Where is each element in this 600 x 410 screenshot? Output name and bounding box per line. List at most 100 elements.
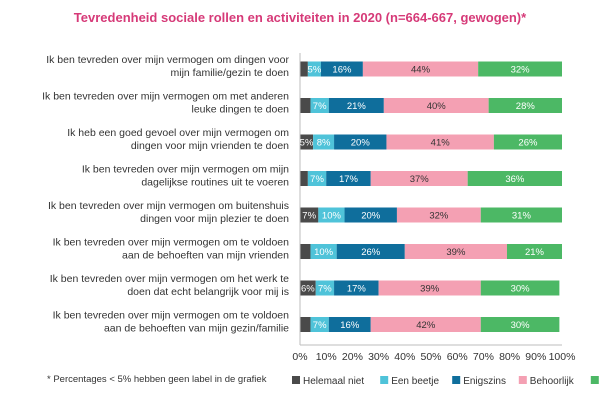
data-label: 32% [511,65,531,76]
bar-segment [344,207,397,223]
legend-swatch [590,376,599,384]
category-label: Ik ben tevreden over mijn vermogen om me… [42,91,289,116]
data-label: 26% [361,247,381,258]
data-label: 32% [429,211,449,222]
data-label: 31% [512,211,532,222]
data-label: 39% [446,247,466,258]
bar-segment [480,280,560,296]
data-label: 30% [511,284,531,295]
bar-segment [300,61,308,77]
data-label: 30% [511,320,531,331]
category-label-line: dingen voor mijn vrienden te doen [131,140,289,152]
category-label: Ik ben tevreden over mijn vermogen om te… [53,310,290,335]
data-label: 26% [518,138,538,149]
data-label: 10% [322,211,342,222]
bar-segment [300,317,311,332]
bar-segment [328,317,371,332]
bar-segment [404,244,507,259]
category-label-line: Ik ben tevreden over mijn vermogen om te… [53,237,290,249]
bar-segment [328,98,384,113]
category-label-line: aan de behoeften van mijn gezin/familie [104,323,289,335]
category-label: Ik heb een goed gevoel over mijn vermoge… [67,127,289,152]
bar-segment [334,280,379,296]
category-label-line: aan de behoeften van mijn vrienden [122,250,289,262]
bar-segment [506,244,562,259]
data-label: 7% [310,174,324,185]
bar-segment [300,98,311,113]
bar-segment [334,134,387,150]
bar-segment [370,317,481,332]
category-label-line: Ik ben tevreden over mijn vermogen om he… [50,273,289,285]
data-label: 5% [300,138,314,149]
data-label: 16% [332,65,352,76]
legend-swatch [380,376,389,384]
bar-segment [336,244,405,259]
tick-label: 0% [292,351,307,363]
tick-label: 90% [525,351,546,363]
category-label-line: leuke dingen te doen [192,104,290,116]
bar-segment [300,207,319,223]
bar-segment [478,61,562,77]
data-label: 10% [314,247,334,258]
data-label: 21% [347,101,367,112]
bar-segment [307,61,321,77]
data-label: 7% [313,101,327,112]
bar-segment [307,171,327,186]
category-label-line: Ik ben tevreden over mijn vermogen om di… [46,54,289,66]
data-label: 41% [431,138,451,149]
category-label-line: Ik ben tevreden over mijn vermogen om me… [42,91,289,103]
bar-segment [326,171,371,186]
data-label: 7% [313,320,327,331]
data-label: 37% [410,174,430,185]
bar-segment [467,171,562,186]
bar-segment [313,134,335,150]
data-label: 16% [340,320,360,331]
category-label: Ik ben tevreden over mijn vermogen om bu… [48,200,289,225]
bar-segment [300,244,311,259]
category-label-line: Ik heb een goed gevoel over mijn vermoge… [67,127,289,139]
category-label-line: Ik ben tevreden over mijn vermogen om te… [53,310,290,322]
legend: Helemaal niet Een beetje Enigszins Behoorli… [292,376,599,387]
footnote: * Percentages < 5% hebben geen label in … [47,374,267,385]
data-label: 6% [301,284,315,295]
bar-segment [315,280,335,296]
bar-segment [370,171,468,186]
data-label: 8% [317,138,331,149]
legend-swatch [518,376,527,384]
data-label: 39% [420,284,440,295]
bar-segment [310,244,337,259]
category-label-line: Ik ben tevreden over mijn vermogen om mi… [82,164,289,176]
category-label: Ik ben tevreden over mijn vermogen om he… [50,273,289,298]
tick-label: 60% [447,351,468,363]
category-label-line: dagelijkse routines uit te voeren [141,177,289,189]
data-label: 40% [427,101,447,112]
data-label: 7% [302,211,316,222]
data-label: 20% [351,138,371,149]
category-label: Ik ben tevreden over mijn vermogen om di… [46,54,289,79]
category-label-line: doen dat echt belangrijk voor mij is [127,286,289,298]
data-label: 28% [516,101,536,112]
bar-segment [396,207,481,223]
category-label-line: Ik ben tevreden over mijn vermogen om bu… [48,200,289,212]
bars: 5% 16% 44% 32%7% 21% 40% 28%5% 8% 20% 41% 26%7% 17%… [300,61,562,332]
tick-label: 80% [499,351,520,363]
data-label: 21% [525,247,545,258]
tick-label: 20% [342,351,363,363]
bar-segment [300,280,316,296]
tick-label: 10% [316,351,337,363]
legend-label: Enigszins [463,376,506,387]
chart-title: Tevredenheid sociale rollen en activitei… [73,10,527,25]
data-label: 17% [347,284,367,295]
bar-segment [386,134,494,150]
legend-label: Een beetje [391,376,439,387]
data-label: 5% [308,65,322,76]
bar-segment [300,134,314,150]
x-axis: 0% 10% 20% 30% 40% 50% 60% 70% 80% 90% 100% [292,53,575,363]
legend-label: Helemaal niet [303,376,364,387]
category-label: Ik ben tevreden over mijn vermogen om mi… [82,164,289,189]
bar-segment [362,61,479,77]
category-labels: Ik ben tevreden over mijn vermogen om di… [42,54,289,335]
bar-segment [310,98,329,113]
bar-segment [378,280,481,296]
category-label-line: dingen voor mijn plezier te doen [140,213,289,225]
